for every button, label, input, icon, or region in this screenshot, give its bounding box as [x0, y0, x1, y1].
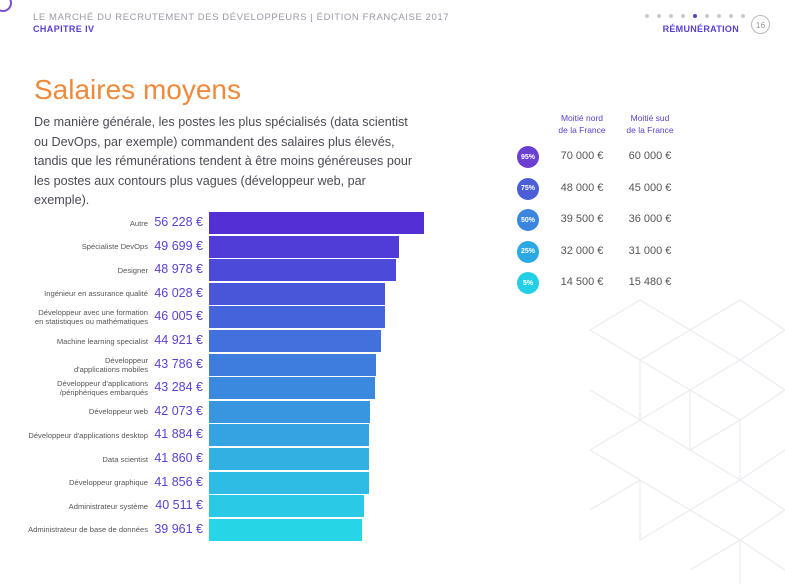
- bar-category-label-line: Ingénieur en assurance qualité: [44, 289, 148, 299]
- nav-dot[interactable]: [669, 14, 673, 18]
- nav-dot[interactable]: [741, 14, 745, 18]
- north-salary-value: 14 500 €: [560, 276, 604, 288]
- bar-value-label: 41 860 €: [154, 451, 203, 465]
- south-salary-value: 15 480 €: [628, 276, 672, 288]
- chapter-label: CHAPITRE IV: [33, 24, 95, 34]
- bar-value-label: 46 028 €: [154, 285, 203, 300]
- table-column-header: Moitié sud de la France: [615, 112, 685, 136]
- north-salary-value: 39 500 €: [560, 213, 604, 225]
- south-salary-value: 31 000 €: [628, 244, 672, 257]
- brand-logo-icon: [0, 0, 12, 12]
- bar-category-label: Spécialiste DevOps: [0, 242, 148, 251]
- percentile-badge: 50%: [517, 209, 539, 231]
- bar-category-label-line: Designer: [117, 265, 148, 275]
- report-title: LE MARCHÉ DU RECRUTEMENT DES DÉVELOPPEUR…: [33, 12, 450, 23]
- bar-category-label: Autre: [0, 219, 148, 228]
- bar-value-label: 43 284 €: [154, 380, 203, 395]
- bar-value-label: 43 786 €: [154, 356, 203, 371]
- south-salary-value: 60 000 €: [628, 150, 672, 162]
- bar-category-label-line: Développeur avec une formation: [38, 308, 148, 318]
- bar-category-label-line: Machine learning specialist: [56, 336, 148, 346]
- nav-dot[interactable]: [729, 14, 733, 18]
- bar-category-label-line: en statistiques ou mathématiques: [34, 317, 148, 327]
- salary-bar: [209, 259, 397, 282]
- salary-bar: [209, 330, 381, 352]
- north-salary-value: 70 000 €: [560, 150, 604, 162]
- bar-category-label-line: Data scientist: [102, 454, 148, 464]
- bar-category-label: Designer: [0, 266, 148, 275]
- salary-bar: [209, 424, 370, 447]
- salary-bar: [209, 235, 400, 258]
- bar-category-label-line: Développeur: [104, 355, 148, 365]
- intro-paragraph: De manière générale, les postes les plus…: [34, 115, 413, 207]
- bar-category-label-line: Développeur web: [88, 407, 148, 417]
- bar-category-label-line: Développeur graphique: [69, 478, 148, 488]
- bar-value-label: 48 978 €: [154, 262, 203, 277]
- nav-dot[interactable]: [681, 14, 685, 18]
- nav-dot[interactable]: [693, 14, 697, 18]
- salary-bar: [209, 306, 385, 329]
- bar-category-label-line: Développeur d'applications desktop: [28, 430, 148, 440]
- bar-category-label: Développeur d'applications/périphériques…: [0, 379, 148, 397]
- bar-category-label-line: Administrateur de base de données: [28, 525, 148, 535]
- bar-category-label-line: Autre: [129, 218, 148, 228]
- south-salary-value: 36 000 €: [628, 213, 672, 225]
- table-column-header-line: Moitié sud: [630, 113, 670, 123]
- bar-value-label: 39 961 €: [154, 521, 203, 536]
- salary-bar: [209, 353, 377, 376]
- bar-category-label: Développeur avec une formation en statist…: [0, 308, 148, 326]
- north-salary-value: 32 000 €: [560, 244, 604, 257]
- bar-category-label-line: d'applications mobiles: [73, 364, 148, 374]
- salary-bar: [209, 495, 364, 518]
- section-title: RÉMUNÉRATION: [662, 24, 739, 34]
- percentile-badge: 5%: [517, 272, 539, 294]
- salary-bar: [209, 518, 362, 541]
- salary-bar: [209, 212, 424, 234]
- nav-dot[interactable]: [645, 14, 649, 18]
- bar-category-label-line: Spécialiste DevOps: [81, 242, 148, 252]
- page-number: 16: [751, 15, 770, 34]
- bar-category-label-line: /périphériques embarqués: [59, 388, 148, 398]
- bar-value-label: 42 073 €: [154, 403, 203, 418]
- percentile-badge: 75%: [517, 177, 539, 200]
- salary-bar: [209, 400, 370, 423]
- bar-category-label: Administrateur de base de données: [0, 525, 148, 534]
- south-salary-value: 45 000 €: [628, 181, 672, 194]
- bar-category-label: Ingénieur en assurance qualité: [0, 289, 148, 298]
- bar-category-label: Développeur web: [0, 407, 148, 416]
- percentile-badge: 25%: [517, 240, 539, 263]
- table-column-header-line: Moitié nord: [560, 113, 604, 123]
- salary-bar: [209, 282, 385, 305]
- bar-category-label: Data scientist: [0, 455, 148, 464]
- nav-dot[interactable]: [657, 14, 661, 18]
- salary-bar: [209, 448, 370, 470]
- bar-category-label: Développeur d'applications mobiles: [0, 356, 148, 374]
- bar-value-label: 49 699 €: [154, 238, 203, 253]
- table-column-header-line: de la France: [626, 125, 674, 135]
- nav-dot[interactable]: [705, 14, 709, 18]
- nav-dot[interactable]: [717, 14, 721, 18]
- bar-value-label: 56 228 €: [154, 215, 203, 229]
- bar-value-label: 40 511 €: [155, 498, 203, 513]
- page-title: Salaires moyens: [34, 74, 241, 105]
- salary-bar: [209, 471, 370, 494]
- bar-category-label: Machine learning specialist: [0, 337, 148, 346]
- north-salary-value: 48 000 €: [560, 181, 604, 194]
- bar-category-label: Développeur graphique: [0, 478, 148, 487]
- bar-category-label-line: Développeur d'applications: [57, 379, 148, 389]
- table-column-header-line: de la France: [558, 125, 606, 135]
- bar-category-label: Développeur d'applications desktop: [0, 431, 148, 440]
- percentile-badge: 95%: [517, 146, 539, 168]
- table-column-header: Moitié nord de la France: [547, 112, 617, 136]
- bar-value-label: 41 856 €: [154, 474, 203, 489]
- bar-value-label: 46 005 €: [154, 309, 203, 324]
- bar-category-label: Administrateur système: [0, 502, 148, 511]
- bar-category-label-line: Administrateur système: [68, 501, 148, 511]
- salary-bar: [209, 377, 375, 400]
- bar-value-label: 44 921 €: [154, 333, 203, 347]
- page-navigation-dots[interactable]: [645, 14, 745, 18]
- bar-value-label: 41 884 €: [154, 427, 203, 442]
